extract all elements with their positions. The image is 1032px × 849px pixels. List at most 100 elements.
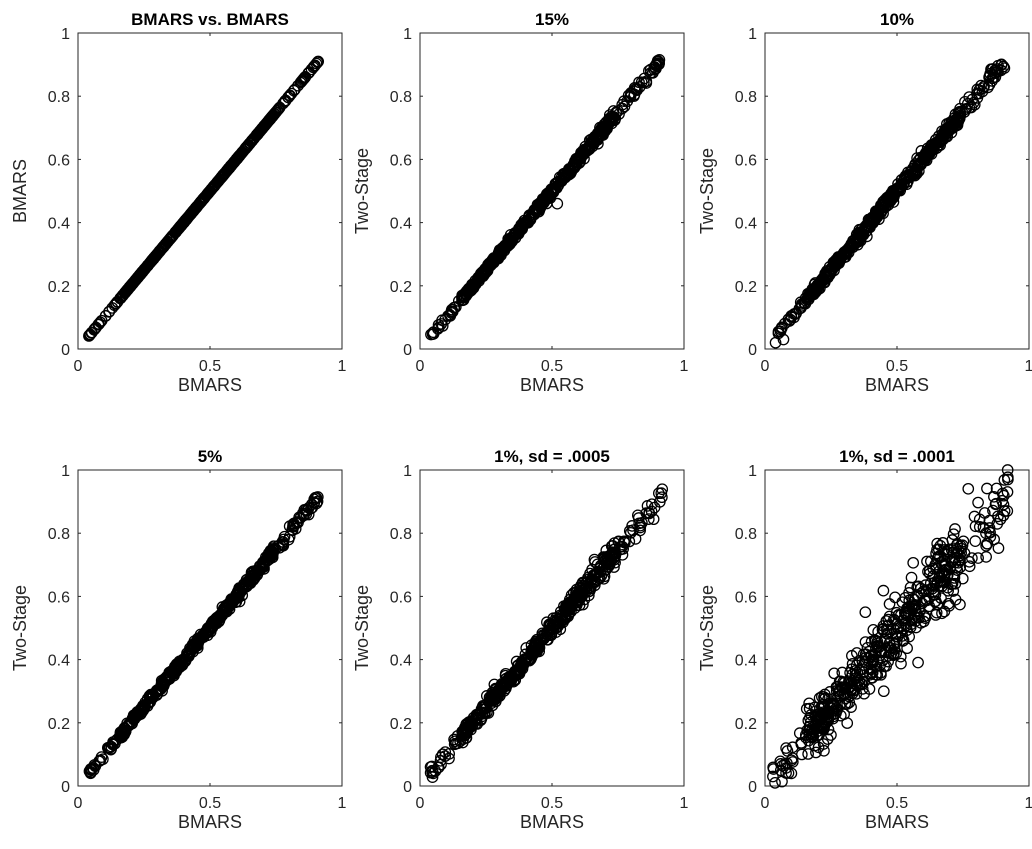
y-tick-label: 1 [748,463,757,480]
data-point [645,505,658,518]
data-point [872,625,885,638]
x-axis-label: BMARS [178,375,242,395]
data-point [839,692,852,705]
data-point [499,667,512,680]
data-point [985,63,997,76]
data-point [812,741,825,754]
data-point [901,642,913,655]
data-point [243,577,256,589]
x-tick-label: 1 [680,795,689,812]
data-point [850,647,863,659]
data-point [123,718,136,731]
data-point [294,76,307,89]
data-point [427,767,440,780]
data-point [870,647,882,660]
y-tick-label: 0.8 [735,89,757,106]
data-point [203,186,216,198]
y-tick-label: 1 [61,26,70,43]
data-point [887,187,899,199]
data-point [872,640,884,652]
x-axis-label: BMARS [178,812,242,832]
data-point [278,95,291,108]
data-point [774,764,787,777]
data-point [963,91,976,103]
data-point [173,221,186,234]
data-point [870,206,883,218]
data-point [909,158,922,170]
y-tick-label: 1 [61,463,70,480]
y-tick-label: 0.4 [390,216,412,233]
panel-title: 5% [198,447,223,466]
data-point [812,279,825,292]
y-tick-label: 0.2 [48,716,70,733]
scatter-panel: 15% 0 0.5 1 0 0.2 0.4 0.6 0.8 1 BMARS Two-Stage [352,10,689,395]
y-tick-label: 0 [748,779,757,796]
data-point [531,643,543,656]
data-point [168,669,180,682]
x-axis-label: BMARS [865,375,929,395]
data-point [603,113,615,125]
data-point [97,753,109,766]
data-point [287,519,300,532]
x-tick-label: 1 [338,795,347,812]
y-tick-label: 0.6 [735,589,757,606]
data-point [143,257,156,269]
data-point [998,474,1011,486]
data-point [185,207,198,219]
data-point [923,600,936,613]
data-point [530,201,543,214]
x-tick-label: 0.5 [541,795,563,812]
data-point [929,609,942,621]
data-point [489,691,502,704]
y-tick-label: 0.2 [390,279,412,296]
data-point [780,742,792,754]
data-point [952,115,965,127]
scatter-panel: 10% 0 0.5 1 0 0.2 0.4 0.6 0.8 1 BMARS Two-Stage [697,10,1032,395]
data-point [127,276,140,289]
scatter-panel: BMARS vs. BMARS 0 0.5 1 0 0.2 0.4 0.6 0.8 1 BMARS B… [10,10,347,395]
x-tick-label: 1 [338,358,347,375]
data-point [278,530,291,543]
data-point [175,218,188,231]
scatter-panel: 5% 0 0.5 1 0 0.2 0.4 0.6 0.8 1 BMARS Two-Stage [10,447,347,832]
data-point [460,732,472,744]
data-point [906,602,918,614]
data-point [240,579,253,592]
y-tick-label: 0.2 [735,716,757,733]
data-point [905,571,918,584]
data-point [568,591,581,604]
y-tick-label: 0.4 [390,653,412,670]
data-point [460,725,472,738]
data-point [852,227,865,240]
data-point [924,577,937,590]
data-point [983,514,996,527]
data-point [567,159,580,171]
data-point [877,207,889,220]
y-tick-label: 0.6 [48,152,70,169]
data-point [814,702,826,715]
data-point [616,98,629,111]
data-point [574,589,587,601]
data-point [972,496,984,509]
panel-title: BMARS vs. BMARS [131,10,289,29]
data-point [859,606,872,619]
y-tick-label: 0 [61,342,70,359]
data-point [912,656,924,669]
data-point [949,577,962,590]
data-point [519,648,532,661]
data-point [435,751,447,764]
x-tick-label: 1 [680,358,689,375]
data-point [874,205,887,218]
data-point [907,556,920,569]
data-point [788,308,800,320]
data-point [290,516,303,528]
data-point [877,685,890,698]
data-point [805,731,817,743]
data-point [204,185,216,197]
data-point [943,600,955,612]
y-tick-label: 0.8 [48,526,70,543]
data-point [110,297,123,310]
data-point [182,211,195,223]
data-point [888,613,900,626]
data-point [1001,486,1014,498]
